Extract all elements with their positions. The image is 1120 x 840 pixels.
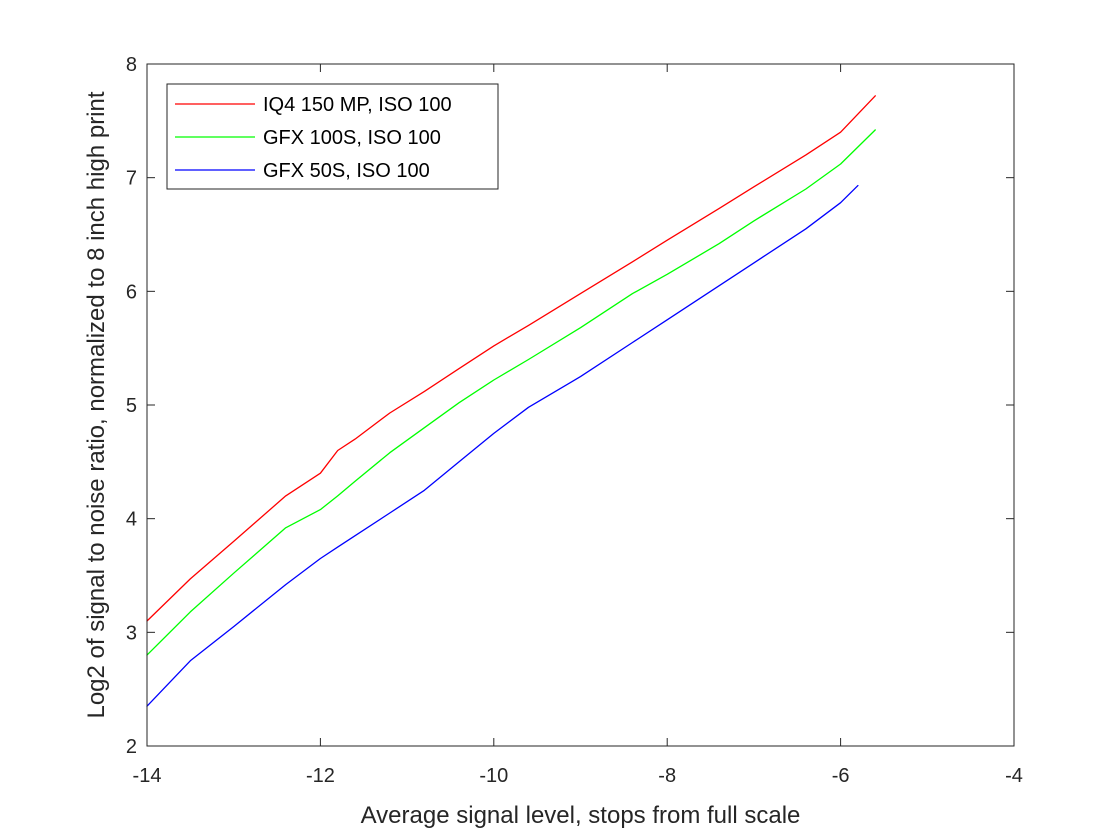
series-layer [146, 95, 876, 707]
x-tick-label: -6 [832, 765, 850, 787]
series-line-1 [146, 95, 876, 622]
y-tick-label: 6 [126, 281, 137, 303]
y-tick-label: 2 [126, 736, 137, 758]
y-tick-label: 8 [126, 54, 137, 76]
x-axis-label: Average signal level, stops from full sc… [361, 802, 801, 829]
x-tick-label: -10 [479, 765, 508, 787]
x-tick-label: -4 [1005, 765, 1023, 787]
legend: IQ4 150 MP, ISO 100 GFX 100S, ISO 100 GFX … [166, 83, 499, 190]
x-tick-label: -14 [133, 765, 162, 787]
y-tick-label: 3 [126, 622, 137, 644]
legend-entries: IQ4 150 MP, ISO 100 GFX 100S, ISO 100 GFX … [175, 94, 452, 182]
legend-label-3: GFX 50S, ISO 100 [263, 160, 430, 182]
y-axis: 2 3 4 5 6 7 8 [126, 54, 1014, 758]
y-tick-label: 5 [126, 395, 137, 417]
x-tick-label: -12 [306, 765, 335, 787]
x-axis: -14 -12 -10 -8 -6 -4 [133, 64, 1023, 787]
y-axis-label: Log2 of signal to noise ratio, normalize… [83, 91, 110, 718]
legend-label-2: GFX 100S, ISO 100 [263, 127, 441, 149]
y-tick-label: 7 [126, 168, 137, 190]
y-tick-label: 4 [126, 509, 137, 531]
series-line-2 [146, 129, 876, 656]
legend-label-1: IQ4 150 MP, ISO 100 [263, 94, 452, 116]
x-tick-label: -8 [658, 765, 676, 787]
series-line-3 [146, 184, 859, 707]
